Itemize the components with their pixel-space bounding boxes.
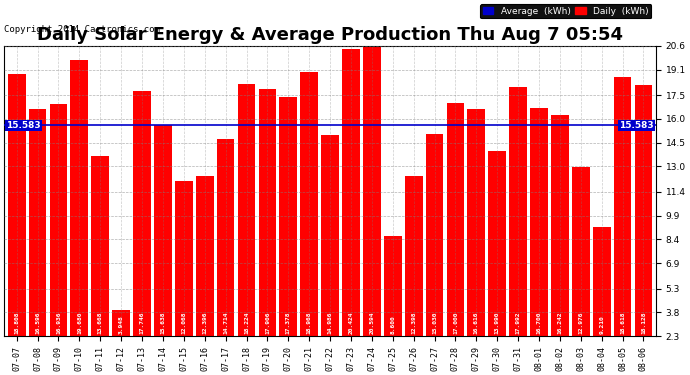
Title: Daily Solar Energy & Average Production Thu Aug 7 05:54: Daily Solar Energy & Average Production … — [37, 26, 623, 44]
Bar — [426, 134, 444, 336]
Bar — [572, 167, 590, 336]
Bar — [154, 124, 172, 336]
Text: 14.714: 14.714 — [223, 311, 228, 334]
Bar — [112, 310, 130, 336]
Bar — [635, 85, 652, 336]
Text: 12.396: 12.396 — [202, 311, 207, 334]
Text: 20.424: 20.424 — [348, 311, 353, 334]
Bar — [50, 104, 68, 336]
Text: 15.583: 15.583 — [619, 121, 654, 130]
Text: 15.583: 15.583 — [6, 121, 41, 130]
Text: 14.986: 14.986 — [328, 311, 333, 334]
Bar — [384, 236, 402, 336]
Bar — [446, 103, 464, 336]
Text: 8.600: 8.600 — [391, 315, 395, 334]
Text: 13.990: 13.990 — [495, 311, 500, 334]
Text: 18.808: 18.808 — [14, 311, 19, 334]
Text: 17.000: 17.000 — [453, 311, 458, 334]
Bar — [133, 91, 151, 336]
Bar — [551, 115, 569, 336]
Text: 13.668: 13.668 — [98, 311, 103, 334]
Text: 12.398: 12.398 — [411, 311, 416, 334]
Text: 3.948: 3.948 — [119, 315, 124, 334]
Text: 16.616: 16.616 — [474, 311, 479, 334]
Bar — [279, 97, 297, 336]
Bar — [593, 226, 611, 336]
Bar — [509, 87, 527, 336]
Bar — [342, 49, 360, 336]
Bar — [530, 108, 548, 336]
Text: 17.746: 17.746 — [139, 311, 144, 334]
Legend: Average  (kWh), Daily  (kWh): Average (kWh), Daily (kWh) — [480, 4, 651, 18]
Text: 16.242: 16.242 — [558, 311, 562, 334]
Text: 18.968: 18.968 — [306, 311, 312, 334]
Bar — [29, 110, 46, 336]
Text: 16.596: 16.596 — [35, 311, 40, 334]
Bar — [405, 176, 422, 336]
Text: 16.700: 16.700 — [537, 311, 542, 334]
Bar — [489, 151, 506, 336]
Bar — [259, 88, 276, 336]
Bar — [196, 176, 214, 336]
Text: 17.906: 17.906 — [265, 311, 270, 334]
Text: 9.210: 9.210 — [599, 315, 604, 334]
Bar — [300, 72, 318, 336]
Text: 19.680: 19.680 — [77, 311, 82, 334]
Bar — [237, 84, 255, 336]
Text: 17.378: 17.378 — [286, 311, 290, 334]
Text: 20.594: 20.594 — [369, 311, 375, 334]
Text: 18.618: 18.618 — [620, 311, 625, 334]
Text: 18.224: 18.224 — [244, 311, 249, 334]
Bar — [217, 139, 235, 336]
Bar — [91, 156, 109, 336]
Text: 12.976: 12.976 — [578, 311, 583, 334]
Text: 18.128: 18.128 — [641, 311, 646, 334]
Text: 16.936: 16.936 — [56, 311, 61, 334]
Bar — [322, 135, 339, 336]
Text: 15.638: 15.638 — [161, 311, 166, 334]
Bar — [613, 77, 631, 336]
Bar — [8, 74, 26, 336]
Bar — [175, 181, 193, 336]
Text: 12.068: 12.068 — [181, 311, 186, 334]
Bar — [467, 109, 485, 336]
Text: 17.992: 17.992 — [515, 311, 520, 334]
Text: 15.030: 15.030 — [432, 311, 437, 334]
Bar — [363, 46, 381, 336]
Bar — [70, 60, 88, 336]
Text: Copyright 2014 Cartronics.com: Copyright 2014 Cartronics.com — [4, 25, 160, 34]
